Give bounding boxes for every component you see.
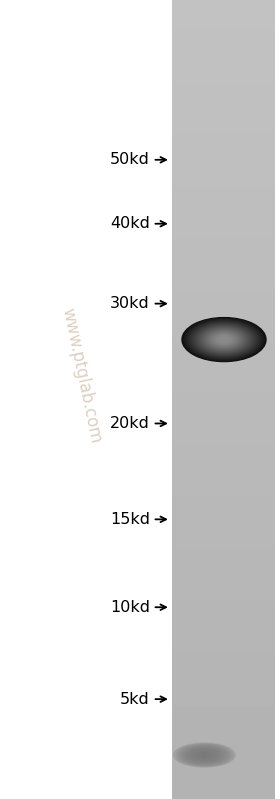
Ellipse shape (186, 748, 223, 762)
Ellipse shape (184, 319, 264, 360)
Text: 5kd: 5kd (120, 692, 150, 706)
Ellipse shape (201, 328, 247, 352)
Ellipse shape (196, 324, 252, 355)
Ellipse shape (213, 334, 235, 345)
Ellipse shape (187, 320, 261, 359)
Ellipse shape (206, 330, 242, 349)
Ellipse shape (199, 327, 249, 353)
Ellipse shape (182, 746, 227, 764)
Ellipse shape (203, 328, 245, 351)
Ellipse shape (183, 318, 265, 361)
Ellipse shape (209, 332, 239, 348)
Ellipse shape (207, 331, 241, 348)
Ellipse shape (219, 337, 229, 342)
Text: 20kd: 20kd (110, 416, 150, 431)
Ellipse shape (174, 743, 235, 767)
Text: 15kd: 15kd (110, 512, 150, 527)
Ellipse shape (218, 336, 230, 343)
Ellipse shape (185, 320, 263, 360)
Text: 50kd: 50kd (110, 153, 150, 167)
Ellipse shape (214, 335, 234, 344)
Ellipse shape (211, 333, 237, 346)
Ellipse shape (176, 744, 233, 766)
Ellipse shape (194, 751, 215, 759)
Ellipse shape (205, 330, 243, 349)
Ellipse shape (197, 325, 251, 354)
Ellipse shape (178, 745, 231, 765)
Text: www.ptglab.com: www.ptglab.com (58, 306, 104, 445)
Ellipse shape (220, 337, 228, 342)
Ellipse shape (193, 323, 255, 356)
Ellipse shape (213, 333, 235, 346)
Ellipse shape (190, 322, 258, 357)
Ellipse shape (188, 321, 260, 358)
Ellipse shape (188, 749, 221, 761)
Ellipse shape (192, 750, 217, 760)
Ellipse shape (210, 332, 238, 347)
Ellipse shape (198, 326, 250, 353)
Ellipse shape (190, 749, 219, 761)
Text: 10kd: 10kd (110, 600, 150, 614)
Text: 40kd: 40kd (110, 217, 150, 231)
Ellipse shape (182, 317, 266, 362)
Ellipse shape (202, 328, 246, 351)
Ellipse shape (193, 324, 255, 356)
Ellipse shape (204, 329, 244, 350)
Ellipse shape (216, 336, 232, 344)
Ellipse shape (192, 323, 256, 356)
Ellipse shape (195, 324, 253, 355)
Ellipse shape (217, 336, 231, 344)
Ellipse shape (184, 747, 225, 763)
Text: 30kd: 30kd (110, 296, 150, 311)
Ellipse shape (186, 320, 262, 360)
Ellipse shape (189, 321, 259, 358)
Ellipse shape (200, 327, 248, 352)
Ellipse shape (208, 332, 240, 348)
Ellipse shape (180, 745, 229, 765)
